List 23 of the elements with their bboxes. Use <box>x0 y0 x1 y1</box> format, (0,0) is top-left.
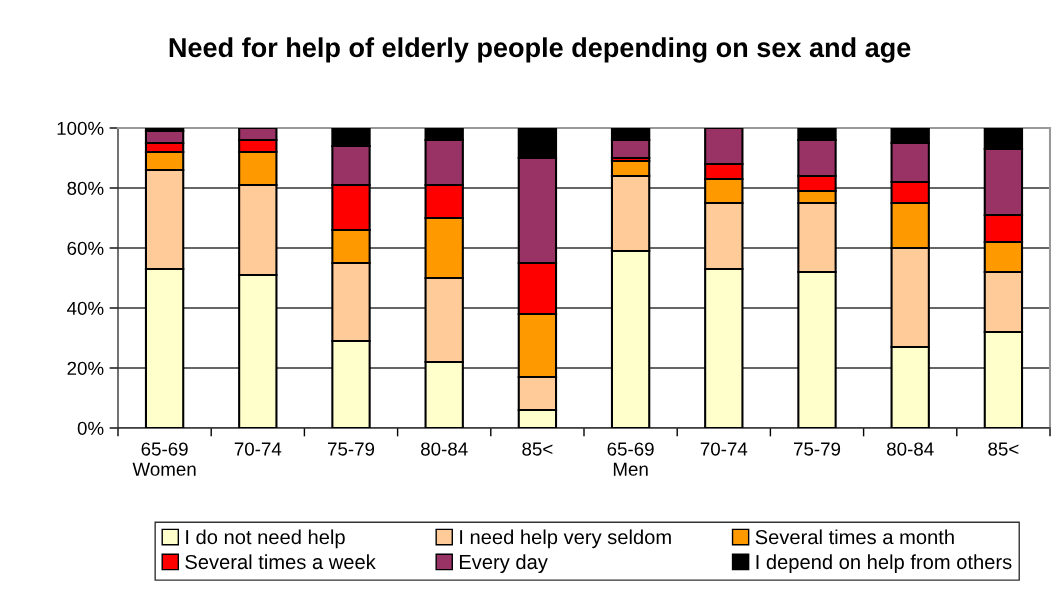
x-tick-label: 80-84 <box>421 442 468 456</box>
y-tick-label: 60% <box>67 241 104 255</box>
x-tick-label: 75-79 <box>793 442 841 456</box>
legend-label: I depend on help from others <box>756 554 1012 574</box>
chart-title: Need for help of elderly people depending on sex and age <box>169 37 911 63</box>
x-tick-label: 75-79 <box>327 442 375 456</box>
x-tick-label: 85< <box>988 442 1019 456</box>
legend-label: Several times a month <box>755 529 954 545</box>
x-tick-label: 80-84 <box>887 442 934 456</box>
legend-label: I do not need help <box>186 529 345 549</box>
x-tick-label: 70-74 <box>234 442 282 456</box>
legend-label: Several times a week <box>185 554 376 570</box>
x-tick-label: 70-74 <box>700 442 748 456</box>
y-tick-label: 80% <box>67 181 104 195</box>
x-tick-label: 85< <box>522 442 553 456</box>
legend-label: Every day <box>459 554 548 574</box>
y-tick-label: 100% <box>57 121 104 135</box>
x-tick-label: 65-69 Men <box>607 442 654 476</box>
legend-label: I need help very seldom <box>460 529 671 549</box>
y-tick-label: 0% <box>77 421 104 435</box>
y-tick-label: 40% <box>67 301 104 315</box>
y-tick-label: 20% <box>67 361 104 375</box>
x-tick-label: 65-69 Women <box>132 442 196 476</box>
